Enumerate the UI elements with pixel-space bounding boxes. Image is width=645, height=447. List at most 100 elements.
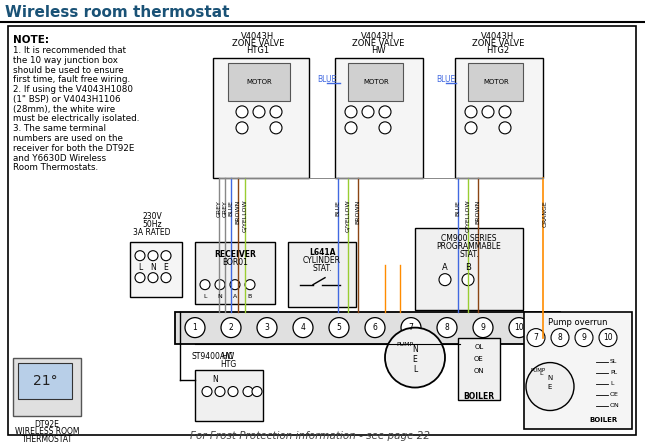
Text: ORANGE: ORANGE — [542, 200, 548, 227]
Text: 1: 1 — [193, 323, 197, 332]
Bar — [455, 58, 543, 178]
Bar — [130, 242, 182, 297]
Text: and Y6630D Wireless: and Y6630D Wireless — [13, 154, 106, 163]
Text: should be used to ensure: should be used to ensure — [13, 66, 124, 75]
Text: 1. It is recommended that: 1. It is recommended that — [13, 46, 126, 55]
Text: E: E — [548, 384, 552, 389]
Text: V4043H: V4043H — [481, 32, 515, 41]
Text: Pump overrun: Pump overrun — [548, 318, 608, 327]
Text: L: L — [539, 371, 542, 375]
Text: receiver for both the DT92E: receiver for both the DT92E — [13, 144, 134, 153]
Text: RECEIVER: RECEIVER — [214, 250, 256, 259]
Text: 3A RATED: 3A RATED — [134, 228, 171, 237]
Text: Room Thermostats.: Room Thermostats. — [13, 164, 98, 173]
Circle shape — [379, 106, 391, 118]
Circle shape — [236, 106, 248, 118]
Circle shape — [551, 329, 569, 346]
Text: SL: SL — [610, 359, 617, 364]
Text: 2. If using the V4043H1080: 2. If using the V4043H1080 — [13, 85, 133, 94]
Text: GREY: GREY — [217, 200, 221, 217]
Text: HTG: HTG — [220, 359, 236, 369]
Circle shape — [329, 318, 349, 337]
Circle shape — [345, 122, 357, 134]
Text: OL: OL — [474, 344, 484, 350]
Text: 8: 8 — [444, 323, 450, 332]
Text: 10: 10 — [514, 323, 524, 332]
Text: BOILER: BOILER — [464, 392, 495, 401]
Text: STAT.: STAT. — [459, 250, 479, 259]
Text: B: B — [248, 294, 252, 299]
Text: WIRELESS ROOM: WIRELESS ROOM — [15, 427, 79, 436]
Text: 3. The same terminal: 3. The same terminal — [13, 124, 106, 133]
Circle shape — [482, 106, 494, 118]
Text: must be electrically isolated.: must be electrically isolated. — [13, 114, 139, 123]
Circle shape — [236, 122, 248, 134]
Circle shape — [257, 318, 277, 337]
Text: PROGRAMMABLE: PROGRAMMABLE — [437, 242, 501, 251]
Text: 7: 7 — [533, 333, 539, 342]
Circle shape — [599, 329, 617, 346]
Bar — [228, 63, 290, 101]
Circle shape — [228, 387, 238, 396]
Text: N: N — [217, 294, 223, 299]
Circle shape — [365, 318, 385, 337]
Circle shape — [161, 273, 171, 283]
Text: MOTOR: MOTOR — [246, 79, 272, 85]
Text: HW: HW — [371, 46, 385, 55]
Text: first time, fault free wiring.: first time, fault free wiring. — [13, 75, 130, 84]
Text: DT92E: DT92E — [35, 419, 59, 429]
Circle shape — [135, 273, 145, 283]
Bar — [213, 58, 309, 178]
Circle shape — [230, 280, 240, 290]
Text: (1" BSP) or V4043H1106: (1" BSP) or V4043H1106 — [13, 95, 121, 104]
Text: V4043H: V4043H — [241, 32, 275, 41]
Text: 50Hz: 50Hz — [142, 220, 162, 229]
Text: HTG2: HTG2 — [486, 46, 510, 55]
Bar — [348, 63, 403, 101]
Text: MOTOR: MOTOR — [363, 79, 389, 85]
Text: V4043H: V4043H — [361, 32, 395, 41]
Bar — [195, 242, 275, 304]
Text: 2: 2 — [228, 323, 233, 332]
Text: A: A — [442, 263, 448, 272]
Text: B: B — [465, 263, 471, 272]
Bar — [458, 337, 500, 400]
Circle shape — [473, 318, 493, 337]
Text: NOTE:: NOTE: — [13, 35, 49, 45]
Circle shape — [270, 122, 282, 134]
Text: BROWN: BROWN — [475, 200, 481, 224]
Circle shape — [345, 106, 357, 118]
Circle shape — [465, 122, 477, 134]
Circle shape — [462, 274, 474, 286]
Circle shape — [499, 122, 511, 134]
Text: MOTOR: MOTOR — [483, 79, 509, 85]
Text: BROWN: BROWN — [355, 200, 361, 224]
Circle shape — [148, 251, 158, 261]
Text: CYLINDER: CYLINDER — [303, 256, 341, 265]
Text: (28mm), the white wire: (28mm), the white wire — [13, 105, 115, 114]
Text: L: L — [610, 381, 613, 386]
Circle shape — [439, 274, 451, 286]
Circle shape — [499, 106, 511, 118]
Circle shape — [245, 280, 255, 290]
Bar — [195, 370, 263, 422]
Text: 7: 7 — [408, 323, 413, 332]
Bar — [335, 58, 423, 178]
Text: 6: 6 — [373, 323, 377, 332]
Text: BOR01: BOR01 — [222, 257, 248, 267]
Circle shape — [385, 328, 445, 388]
Bar — [175, 312, 560, 344]
Text: BROWN: BROWN — [235, 200, 241, 224]
Text: PL: PL — [610, 370, 617, 375]
Circle shape — [243, 387, 253, 396]
Text: L: L — [203, 294, 207, 299]
Circle shape — [185, 318, 205, 337]
Text: the 10 way junction box: the 10 way junction box — [13, 56, 118, 65]
Bar — [524, 312, 632, 430]
Circle shape — [215, 280, 225, 290]
Bar — [468, 63, 523, 101]
Text: OE: OE — [474, 355, 484, 362]
Circle shape — [293, 318, 313, 337]
Text: G/YELLOW: G/YELLOW — [346, 200, 350, 232]
Circle shape — [161, 251, 171, 261]
